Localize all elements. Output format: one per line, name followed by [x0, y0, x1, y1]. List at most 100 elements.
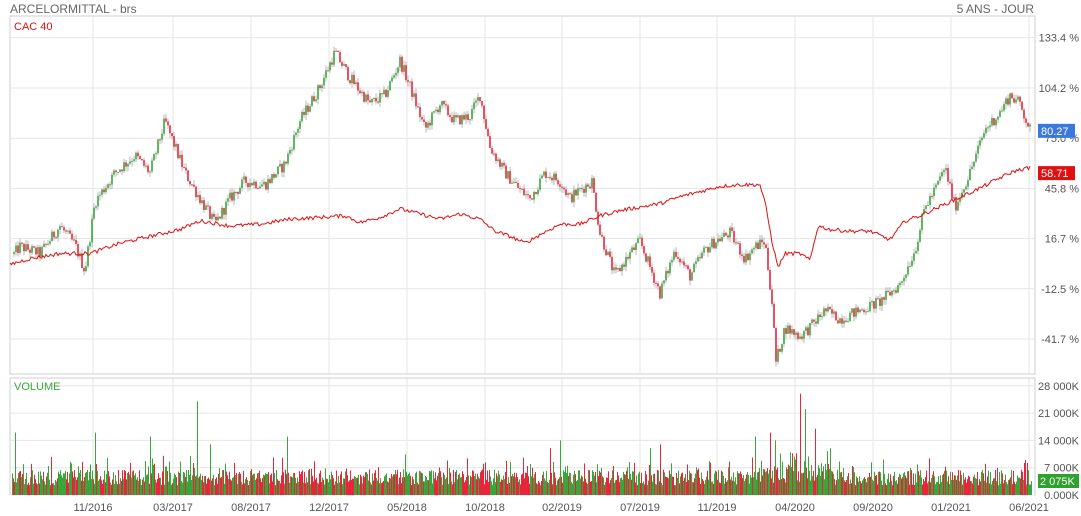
- candlestick: [487, 126, 489, 138]
- candlestick: [387, 85, 389, 99]
- candle-body: [611, 256, 613, 271]
- candle-body: [283, 161, 285, 173]
- candlestick: [983, 129, 985, 140]
- volume-bar: [242, 484, 243, 495]
- volume-bar: [540, 485, 541, 495]
- badge-arcelormittal: 80.27: [1038, 123, 1075, 138]
- candle-body: [181, 154, 183, 168]
- volume-bar: [500, 481, 501, 495]
- volume-bar: [454, 482, 455, 495]
- candle-body: [133, 159, 135, 162]
- candlestick: [121, 169, 123, 176]
- volume-bar: [929, 458, 930, 495]
- candlestick: [707, 245, 709, 257]
- candle-body: [853, 308, 855, 317]
- candlestick: [379, 89, 381, 107]
- volume-bar: [709, 461, 710, 495]
- candlestick: [179, 150, 181, 160]
- candle-body: [905, 274, 907, 278]
- volume-bar: [656, 484, 657, 495]
- candle-body: [923, 209, 925, 214]
- volume-bar: [852, 466, 853, 495]
- volume-bar: [644, 484, 645, 495]
- volume-bar: [912, 484, 913, 495]
- volume-bar: [890, 474, 891, 495]
- volume-bar: [132, 471, 133, 495]
- candlestick: [461, 113, 463, 129]
- volume-bar: [427, 479, 428, 495]
- volume-bar: [961, 474, 962, 495]
- volume-bar: [517, 477, 518, 495]
- volume-bar: [272, 481, 273, 495]
- candlestick: [817, 309, 819, 325]
- volume-bar: [22, 474, 23, 495]
- volume-bar: [97, 471, 98, 495]
- volume-bar: [782, 461, 783, 495]
- volume-bar: [212, 478, 213, 495]
- volume-bar: [662, 485, 663, 495]
- volume-bar: [1021, 469, 1022, 495]
- volume-bars: [12, 393, 1032, 495]
- candlestick: [785, 324, 787, 339]
- candle-body: [43, 243, 45, 247]
- volume-bar: [640, 483, 641, 495]
- candlestick: [515, 177, 517, 184]
- candlestick: [1029, 122, 1031, 132]
- candlestick: [233, 189, 235, 206]
- candlestick: [537, 186, 539, 197]
- candlestick: [443, 100, 445, 108]
- period-selector[interactable]: 5 ANS - JOUR: [956, 2, 1034, 16]
- volume-bar: [277, 479, 278, 495]
- volume-bar: [934, 476, 935, 495]
- volume-bar: [714, 473, 715, 495]
- volume-bar: [389, 477, 390, 495]
- candlestick: [917, 238, 919, 255]
- volume-bar: [795, 459, 796, 495]
- volume-bar: [168, 481, 169, 495]
- candle-body: [53, 231, 55, 238]
- volume-bar: [448, 483, 449, 495]
- volume-bar: [38, 471, 39, 495]
- candlestick: [825, 308, 827, 316]
- volume-bar: [222, 470, 223, 495]
- volume-bar: [573, 474, 574, 495]
- volume-bar: [604, 484, 605, 495]
- volume-bar: [532, 467, 533, 495]
- candlestick: [107, 183, 109, 190]
- volume-bar: [434, 478, 435, 495]
- candlestick: [45, 243, 47, 248]
- candle-body: [19, 242, 21, 253]
- volume-bar: [955, 475, 956, 495]
- volume-bar: [45, 484, 46, 495]
- volume-bar: [64, 473, 65, 495]
- candlestick: [143, 157, 145, 168]
- candlestick: [391, 74, 393, 84]
- volume-bar: [1004, 479, 1005, 495]
- volume-bar: [204, 476, 205, 495]
- volume-bar: [356, 477, 357, 495]
- volume-bar: [499, 474, 500, 495]
- candlestick: [501, 161, 503, 170]
- volume-bar: [836, 480, 837, 495]
- candle-body: [1013, 98, 1015, 103]
- candle-body: [363, 91, 365, 102]
- volume-bar: [63, 473, 64, 495]
- volume-bar: [197, 401, 198, 495]
- volume-bar: [70, 461, 71, 495]
- candle-body: [965, 186, 967, 190]
- volume-bar: [520, 484, 521, 495]
- candle-body: [373, 97, 375, 99]
- candlestick: [601, 231, 603, 238]
- volume-bar: [221, 477, 222, 495]
- candle-body: [793, 329, 795, 335]
- candlestick: [529, 194, 531, 201]
- volume-bar: [618, 475, 619, 495]
- candle-body: [721, 236, 723, 242]
- volume-bar: [516, 473, 517, 495]
- volume-bar: [488, 481, 489, 495]
- candlestick: [929, 192, 931, 210]
- volume-bar: [506, 460, 507, 495]
- candle-body: [315, 99, 317, 102]
- volume-bar: [1019, 477, 1020, 495]
- candle-body: [639, 237, 641, 239]
